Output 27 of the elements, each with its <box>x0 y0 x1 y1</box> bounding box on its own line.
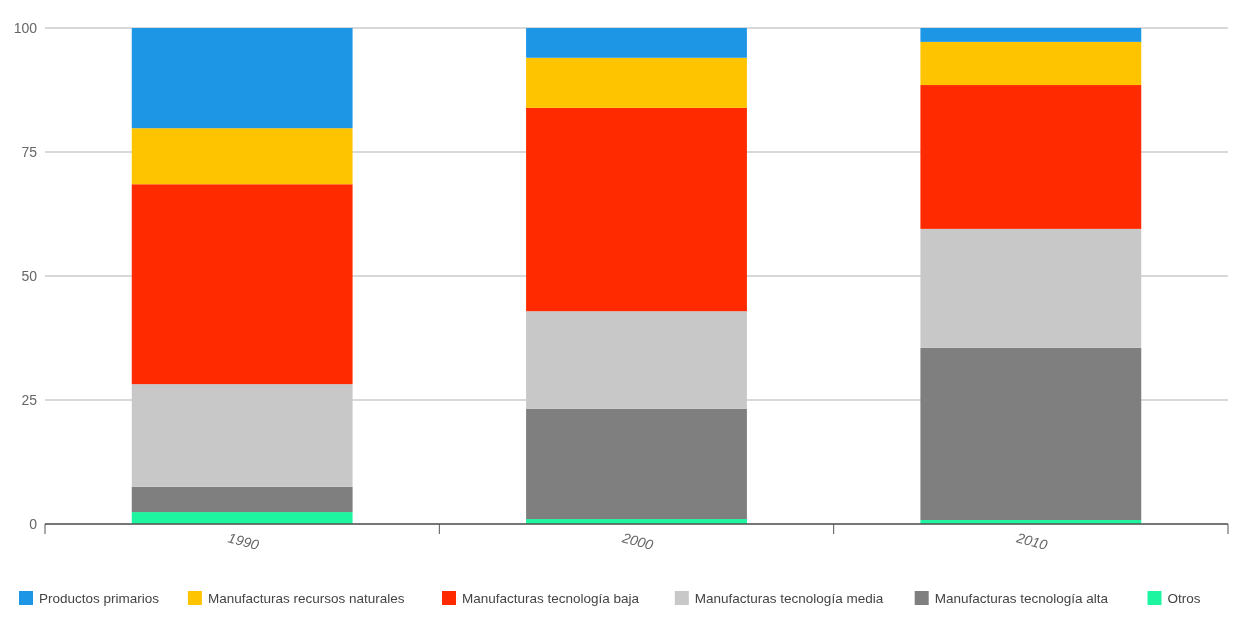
y-tick-label: 0 <box>29 515 38 532</box>
bar <box>131 486 353 513</box>
y-tick-label: 75 <box>21 143 38 160</box>
bar <box>920 347 1142 521</box>
legend-label: Productos primarios <box>39 591 160 606</box>
bar <box>920 85 1142 229</box>
legend-label: Otros <box>1167 591 1201 606</box>
bar <box>131 128 353 185</box>
x-tick-label: 2010 <box>1014 529 1050 553</box>
y-tick-label: 25 <box>21 391 38 408</box>
bar <box>131 184 353 385</box>
bar <box>131 28 353 129</box>
bar <box>526 28 747 58</box>
bar <box>526 408 747 520</box>
legend-label: Manufacturas tecnología alta <box>934 591 1109 606</box>
bar <box>920 28 1142 42</box>
legend-label: Manufacturas tecnología baja <box>462 591 640 606</box>
bar <box>526 57 747 108</box>
legend-label: Manufacturas tecnología media <box>694 591 884 606</box>
y-tick-label: 100 <box>13 19 38 36</box>
bar <box>526 107 747 312</box>
bar <box>920 41 1142 86</box>
x-tick-label: 1990 <box>226 529 261 553</box>
x-tick-label: 2000 <box>619 529 656 553</box>
bar <box>131 512 353 524</box>
y-tick-label: 50 <box>21 267 38 284</box>
legend-label: Manufacturas recursos naturales <box>207 591 405 606</box>
